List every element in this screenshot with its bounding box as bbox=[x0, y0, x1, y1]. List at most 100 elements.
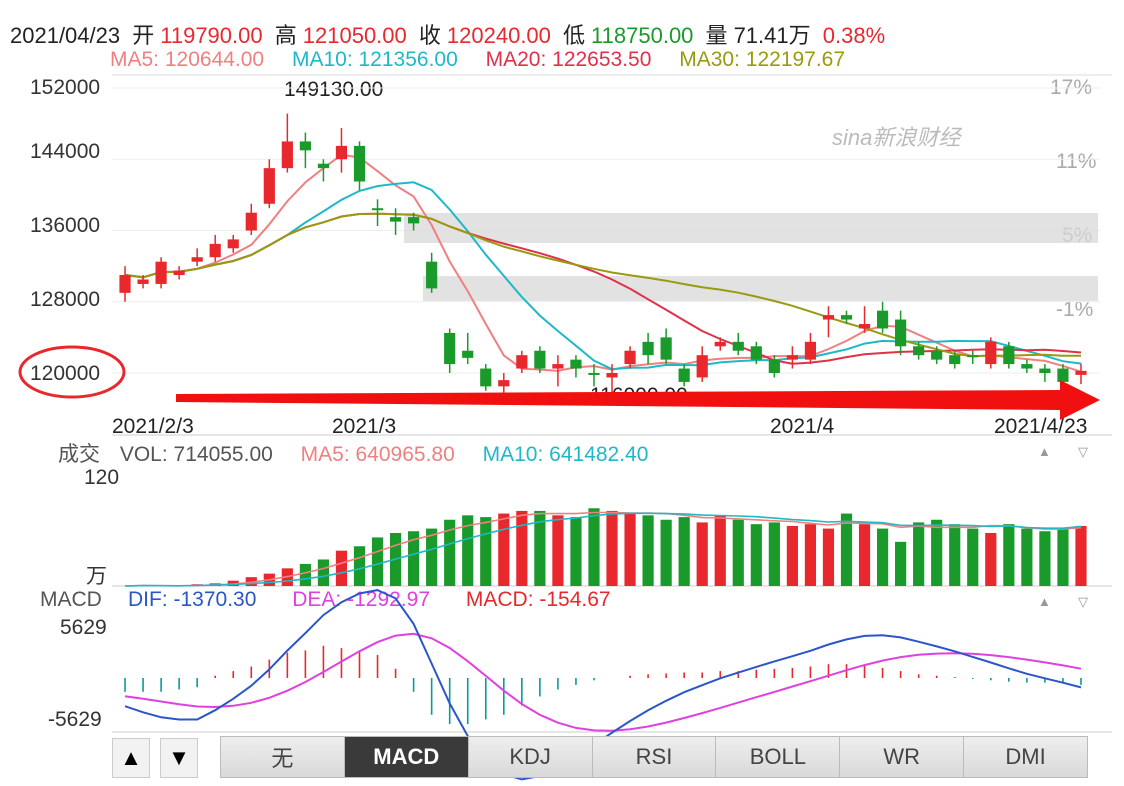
macd-bottom-tick: -5629 bbox=[48, 708, 102, 731]
ma10-legend: MA10: 121356.00 bbox=[291, 48, 458, 71]
tab-boll[interactable]: BOLL bbox=[715, 736, 840, 778]
volume-bar bbox=[516, 510, 528, 586]
date-tick: 2021/4/23 bbox=[994, 415, 1088, 438]
low-label: 低 bbox=[563, 23, 586, 48]
candle-body bbox=[570, 359, 582, 369]
quote-header: 2021/04/23 开 119790.00 高 121050.00 收 120240… bbox=[10, 18, 891, 50]
ma20-legend: MA20: 122653.50 bbox=[485, 48, 652, 71]
volume-unit: 万 bbox=[86, 565, 107, 588]
collapse-icon[interactable]: ▽ bbox=[1078, 444, 1088, 459]
volume-bar bbox=[985, 533, 997, 586]
volume-bar bbox=[714, 515, 726, 586]
volume-legend: 成交 VOL: 714055.00 MA5: 640965.80 MA10: 6… bbox=[58, 438, 670, 468]
volume-bar bbox=[967, 528, 979, 586]
volume-bar bbox=[768, 522, 780, 586]
tab-wr[interactable]: WR bbox=[839, 736, 964, 778]
close-value: 120240.00 bbox=[446, 23, 551, 48]
candle-body bbox=[588, 373, 600, 375]
collapse-icon[interactable]: ▽ bbox=[1078, 594, 1088, 609]
candle-body bbox=[822, 315, 835, 320]
dea-value: DEA: -1292.97 bbox=[292, 588, 431, 611]
volume-bar bbox=[1021, 528, 1033, 586]
vol-ma10: MA10: 641482.40 bbox=[482, 443, 649, 466]
candle-body bbox=[227, 239, 239, 249]
candle-body bbox=[606, 373, 618, 378]
candle-body bbox=[1057, 368, 1069, 382]
volume-bar bbox=[570, 517, 582, 586]
volume-bar bbox=[840, 513, 853, 586]
candle-body bbox=[281, 141, 293, 169]
volume-bar bbox=[606, 510, 618, 586]
candle-body bbox=[714, 341, 726, 347]
open-label: 开 bbox=[132, 23, 155, 48]
low-value: 118750.00 bbox=[591, 23, 694, 48]
highlight-circle bbox=[18, 345, 126, 399]
volume-bar bbox=[696, 522, 708, 586]
volume-bar bbox=[534, 510, 546, 586]
volume-bar bbox=[642, 515, 654, 586]
price-tick: 136000 bbox=[30, 214, 101, 237]
change-value: 0.38% bbox=[822, 23, 886, 48]
volume-bar bbox=[804, 524, 817, 586]
candle-body bbox=[389, 217, 402, 222]
price-tick: 152000 bbox=[30, 76, 101, 99]
candle-body bbox=[335, 145, 348, 160]
volume-bar bbox=[353, 546, 366, 586]
dif-value: DIF: -1370.30 bbox=[128, 588, 257, 611]
trend-arrow bbox=[176, 380, 1100, 420]
candle-body bbox=[480, 368, 492, 387]
candle-body bbox=[1075, 370, 1087, 375]
ma30-line bbox=[124, 212, 1082, 358]
volume-bar bbox=[408, 531, 420, 586]
tab-rsi[interactable]: RSI bbox=[591, 736, 716, 778]
candle-body bbox=[119, 275, 131, 293]
candle-body bbox=[913, 346, 925, 356]
high-value: 121050.00 bbox=[302, 23, 407, 48]
tab-kdj[interactable]: KDJ bbox=[467, 736, 592, 778]
volume-bar bbox=[335, 550, 348, 586]
candle-body bbox=[949, 355, 961, 365]
scroll-down-button[interactable]: ▼ bbox=[160, 738, 198, 778]
candle-body bbox=[462, 350, 474, 358]
ma30-legend: MA30: 122197.67 bbox=[679, 48, 846, 71]
candle-body bbox=[444, 332, 456, 365]
macd-legend: DIF: -1370.30 DEA: -1292.97 MACD: -154.6… bbox=[128, 588, 641, 612]
tab-dmi[interactable]: DMI bbox=[963, 736, 1089, 778]
volume-bar bbox=[371, 537, 384, 586]
volume-bar bbox=[498, 513, 510, 586]
expand-icon[interactable]: ▲ bbox=[1038, 594, 1051, 609]
vol-ma5: MA5: 640965.80 bbox=[300, 443, 455, 466]
candle-body bbox=[876, 310, 889, 329]
candle-body bbox=[678, 368, 690, 382]
volume-bar bbox=[1057, 528, 1069, 586]
volume-bar bbox=[678, 517, 690, 586]
price-tick: 128000 bbox=[30, 288, 101, 311]
expand-icon[interactable]: ▲ bbox=[1038, 444, 1051, 459]
volume-bar bbox=[660, 519, 672, 586]
candle-body bbox=[732, 341, 744, 351]
candle-body bbox=[660, 337, 672, 360]
volume-bar bbox=[876, 528, 889, 586]
candle-body bbox=[299, 141, 311, 151]
candle-body bbox=[516, 355, 528, 369]
volume-bar bbox=[480, 517, 492, 586]
date-tick: 2021/4 bbox=[770, 415, 835, 438]
high-label: 高 bbox=[274, 23, 297, 48]
volume-bar bbox=[444, 519, 456, 586]
volume-bar bbox=[822, 528, 835, 586]
candle-body bbox=[840, 315, 853, 320]
candle-body bbox=[498, 380, 510, 387]
candle-body bbox=[371, 208, 384, 211]
scroll-up-button[interactable]: ▲ bbox=[112, 738, 150, 778]
candle-body bbox=[191, 257, 203, 262]
vol-value: VOL: 714055.00 bbox=[119, 443, 273, 466]
volume-bar bbox=[1075, 525, 1087, 586]
candle-body bbox=[552, 364, 564, 369]
volume-label: 量 bbox=[705, 23, 728, 48]
tab-none[interactable]: 无 bbox=[220, 736, 344, 778]
candle-body bbox=[642, 341, 654, 356]
support-band bbox=[404, 213, 1098, 243]
price-tick: 120000 bbox=[30, 362, 101, 385]
tab-macd[interactable]: MACD bbox=[343, 736, 468, 778]
volume-panel-label: 成交 bbox=[58, 443, 100, 466]
